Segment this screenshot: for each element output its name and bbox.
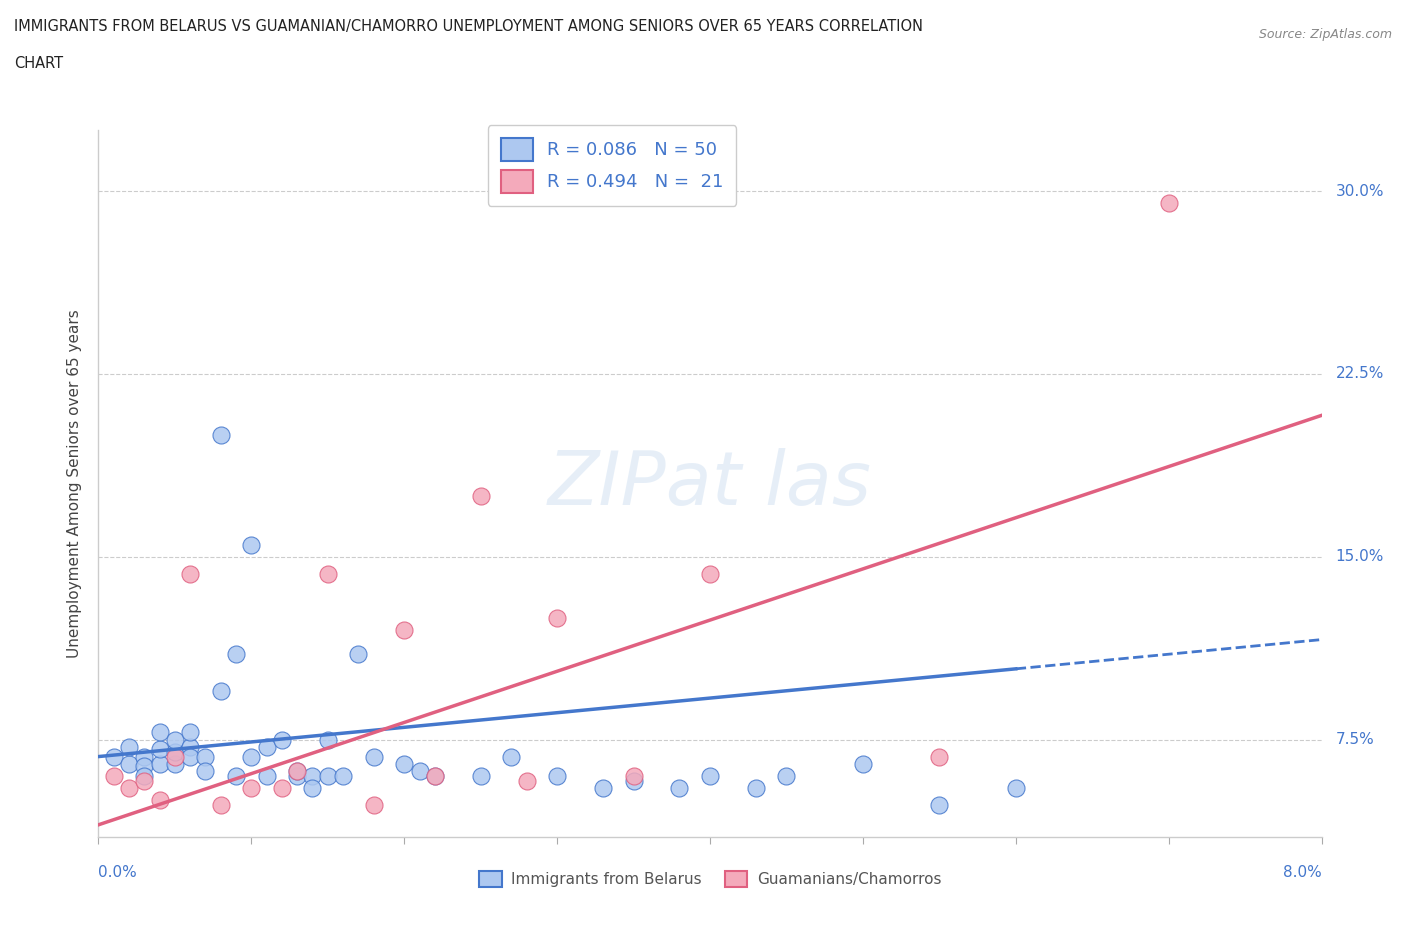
Text: ZIPat las: ZIPat las (548, 447, 872, 520)
Point (209, 428, 232, 443)
Point (240, 538, 263, 552)
Point (546, 768, 568, 783)
Point (134, 759, 156, 774)
Point (256, 739, 278, 754)
Point (270, 781, 294, 796)
Point (1004, 781, 1026, 796)
Point (668, 781, 690, 796)
Point (179, 566, 201, 581)
Point (134, 768, 156, 783)
Point (392, 756, 416, 771)
Point (103, 768, 125, 783)
Point (118, 739, 141, 754)
Point (516, 774, 538, 789)
Text: IMMIGRANTS FROM BELARUS VS GUAMANIAN/CHAMORRO UNEMPLOYMENT AMONG SENIORS OVER 65: IMMIGRANTS FROM BELARUS VS GUAMANIAN/CHA… (14, 19, 924, 33)
Point (928, 798, 950, 813)
Point (118, 781, 141, 796)
Point (470, 768, 492, 783)
Point (775, 768, 797, 783)
Point (285, 768, 308, 783)
Point (928, 750, 950, 764)
Text: Source: ZipAtlas.com: Source: ZipAtlas.com (1258, 28, 1392, 41)
Point (623, 774, 645, 789)
Point (179, 750, 201, 764)
Point (501, 750, 523, 764)
Point (240, 781, 263, 796)
Point (240, 750, 263, 764)
Text: 7.5%: 7.5% (1336, 732, 1375, 747)
Point (699, 768, 721, 783)
Point (163, 732, 186, 747)
Text: 15.0%: 15.0% (1336, 550, 1384, 565)
Point (470, 488, 492, 503)
Point (194, 750, 217, 764)
Text: 30.0%: 30.0% (1336, 183, 1384, 199)
Point (134, 774, 156, 789)
Point (285, 764, 308, 778)
Point (363, 798, 385, 813)
Legend: Immigrants from Belarus, Guamanians/Chamorros: Immigrants from Belarus, Guamanians/Cham… (472, 865, 948, 893)
Point (163, 750, 186, 764)
Point (301, 781, 323, 796)
Point (592, 781, 614, 796)
Point (316, 768, 339, 783)
Point (209, 684, 232, 698)
Point (408, 764, 430, 778)
Point (623, 768, 645, 783)
Point (149, 756, 172, 771)
Point (1157, 196, 1180, 211)
Point (301, 768, 323, 783)
Point (163, 756, 186, 771)
Point (392, 622, 416, 637)
Point (225, 768, 247, 783)
Point (316, 566, 339, 581)
Point (332, 768, 354, 783)
Text: CHART: CHART (14, 56, 63, 71)
Point (316, 732, 339, 747)
Point (423, 768, 446, 783)
Point (194, 764, 217, 778)
Point (179, 724, 201, 739)
Point (852, 756, 875, 771)
Point (347, 646, 370, 661)
Point (270, 732, 294, 747)
Point (256, 768, 278, 783)
Point (179, 739, 201, 754)
Point (546, 610, 568, 625)
Point (134, 750, 156, 764)
Point (118, 756, 141, 771)
Point (225, 646, 247, 661)
Point (149, 724, 172, 739)
Point (285, 764, 308, 778)
Point (163, 744, 186, 759)
Point (423, 768, 446, 783)
Y-axis label: Unemployment Among Seniors over 65 years: Unemployment Among Seniors over 65 years (67, 309, 83, 658)
Text: 8.0%: 8.0% (1282, 865, 1322, 880)
Point (103, 750, 125, 764)
Point (149, 793, 172, 808)
Point (363, 750, 385, 764)
Text: 0.0%: 0.0% (98, 865, 138, 880)
Point (209, 798, 232, 813)
Point (745, 781, 768, 796)
Text: 22.5%: 22.5% (1336, 366, 1384, 381)
Point (149, 742, 172, 757)
Point (699, 566, 721, 581)
